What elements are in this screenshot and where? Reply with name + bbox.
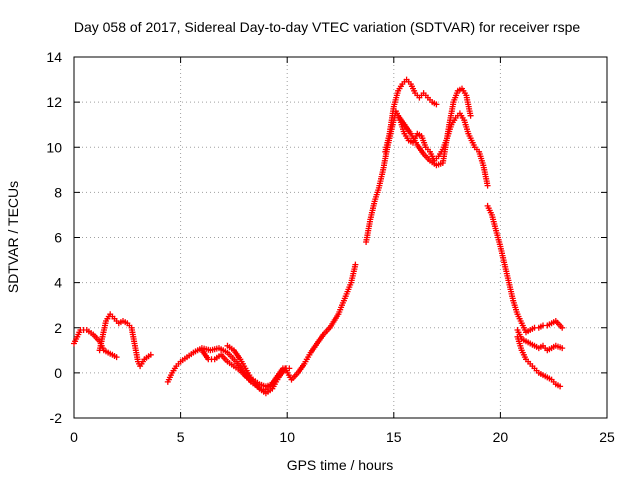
grid-lines: [74, 57, 607, 418]
y-tick-label: 10: [46, 139, 62, 155]
x-tick-label: 20: [493, 429, 509, 445]
x-tick-label: 25: [599, 429, 615, 445]
axis-ticks: [73, 56, 608, 419]
y-tick-label: -2: [50, 410, 63, 426]
data-point-run: [382, 76, 440, 155]
y-tick-labels: -2 0 2 4 6 8 10 12 14: [46, 49, 62, 426]
chart-title: Day 058 of 2017, Sidereal Day-to-day VTE…: [74, 19, 580, 35]
data-point-run: [514, 327, 566, 354]
y-tick-label: 0: [54, 365, 62, 381]
plot-frame: [73, 56, 608, 419]
data-point-run: [395, 85, 474, 169]
data-point-run: [96, 311, 154, 370]
x-axis-label: GPS time / hours: [287, 457, 394, 473]
data-point-run: [224, 261, 359, 397]
y-tick-label: 8: [54, 184, 62, 200]
data-point-run: [484, 202, 566, 336]
x-tick-label: 0: [70, 429, 78, 445]
y-tick-label: 14: [46, 49, 62, 65]
y-tick-label: 2: [54, 320, 62, 336]
y-tick-label: 4: [54, 275, 62, 291]
x-tick-labels: 0 5 10 15 20 25: [70, 429, 615, 445]
data-point-run: [71, 327, 120, 361]
y-tick-label: 12: [46, 94, 62, 110]
data-point-run: [363, 108, 491, 245]
data-points: [71, 76, 566, 397]
x-tick-label: 15: [386, 429, 402, 445]
y-axis-label: SDTVAR / TECUs: [5, 181, 21, 293]
y-tick-label: 6: [54, 230, 62, 246]
x-tick-label: 10: [279, 429, 295, 445]
data-point-run: [514, 333, 564, 390]
x-tick-label: 5: [177, 429, 185, 445]
